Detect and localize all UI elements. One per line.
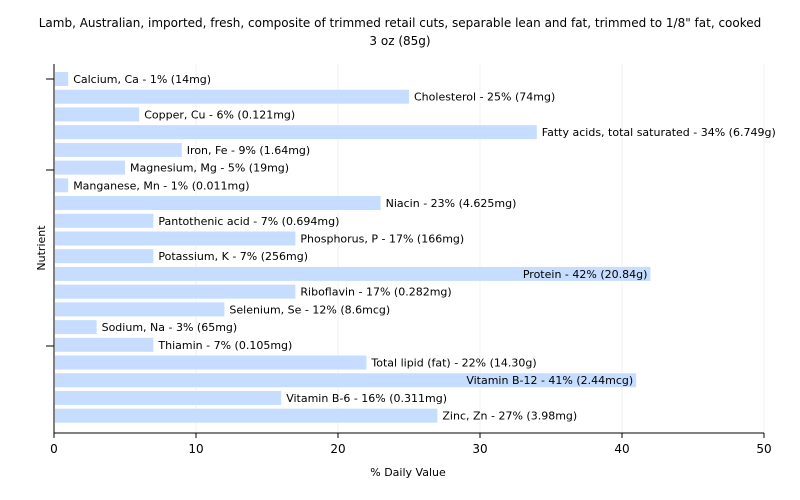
- bar-label-10: Potassium, K - 7% (256mg): [158, 250, 308, 263]
- bar-17: [55, 373, 637, 388]
- chart-title-line-1: Lamb, Australian, imported, fresh, compo…: [39, 16, 762, 30]
- bar-11: [55, 266, 651, 281]
- bar-label-4: Iron, Fe - 9% (1.64mg): [187, 144, 310, 157]
- bar-label-1: Cholesterol - 25% (74mg): [414, 91, 555, 104]
- bar-label-9: Phosphorus, P - 17% (166mg): [300, 232, 464, 245]
- bar-label-3: Fatty acids, total saturated - 34% (6.74…: [542, 126, 776, 139]
- bar-label-15: Thiamin - 7% (0.105mg): [157, 339, 292, 352]
- bar-16: [55, 355, 367, 370]
- bar-label-13: Selenium, Se - 12% (8.6mcg): [229, 303, 390, 316]
- bar-9: [55, 231, 296, 246]
- bar-8: [55, 213, 154, 228]
- bar-label-6: Manganese, Mn - 1% (0.011mg): [73, 179, 249, 192]
- bar-5: [55, 160, 125, 175]
- y-axis-label: Nutrient: [35, 225, 48, 271]
- bar-1: [55, 89, 409, 104]
- bar-18: [55, 390, 282, 405]
- bar-label-19: Zinc, Zn - 27% (3.98mg): [442, 410, 577, 423]
- bar-label-11: Protein - 42% (20.84g): [523, 268, 648, 281]
- bar-label-17: Vitamin B-12 - 41% (2.44mcg): [466, 374, 633, 387]
- bar-19: [55, 408, 438, 423]
- bar-14: [55, 320, 97, 335]
- chart-title-line-2: 3 oz (85g): [369, 34, 430, 48]
- bar-13: [55, 302, 225, 317]
- bar-10: [55, 249, 154, 264]
- bar-label-7: Niacin - 23% (4.625mg): [386, 197, 517, 210]
- bar-label-5: Magnesium, Mg - 5% (19mg): [130, 162, 289, 175]
- x-tick-label-1: 10: [188, 442, 203, 456]
- bar-0: [55, 72, 69, 86]
- x-tick-label-2: 20: [330, 442, 345, 456]
- bar-label-18: Vitamin B-6 - 16% (0.311mg): [286, 392, 447, 405]
- bar-2: [55, 107, 140, 122]
- bar-7: [55, 196, 381, 211]
- y-axis-ticks: [46, 78, 54, 347]
- bar-15: [55, 337, 154, 352]
- bar-12: [55, 284, 296, 299]
- x-axis-ticks: 0 10 20 30 40 50: [50, 433, 772, 456]
- x-tick-label-4: 40: [614, 442, 629, 456]
- bar-label-0: Calcium, Ca - 1% (14mg): [73, 73, 211, 86]
- bar-label-16: Total lipid (fat) - 22% (14.30g): [370, 357, 536, 370]
- bar-label-8: Pantothenic acid - 7% (0.694mg): [158, 215, 339, 228]
- bar-labels: Calcium, Ca - 1% (14mg) Cholesterol - 25%…: [73, 73, 776, 423]
- bar-label-2: Copper, Cu - 6% (0.121mg): [144, 108, 295, 121]
- bars: [55, 72, 651, 423]
- x-tick-label-3: 30: [472, 442, 487, 456]
- x-tick-label-0: 0: [50, 442, 58, 456]
- bar-6: [55, 178, 69, 193]
- x-tick-label-5: 50: [756, 442, 771, 456]
- bar-label-12: Riboflavin - 17% (0.282mg): [300, 286, 451, 299]
- bar-label-14: Sodium, Na - 3% (65mg): [102, 321, 238, 334]
- bar-3: [55, 125, 537, 140]
- x-axis-label: % Daily Value: [370, 466, 446, 479]
- bar-4: [55, 142, 182, 157]
